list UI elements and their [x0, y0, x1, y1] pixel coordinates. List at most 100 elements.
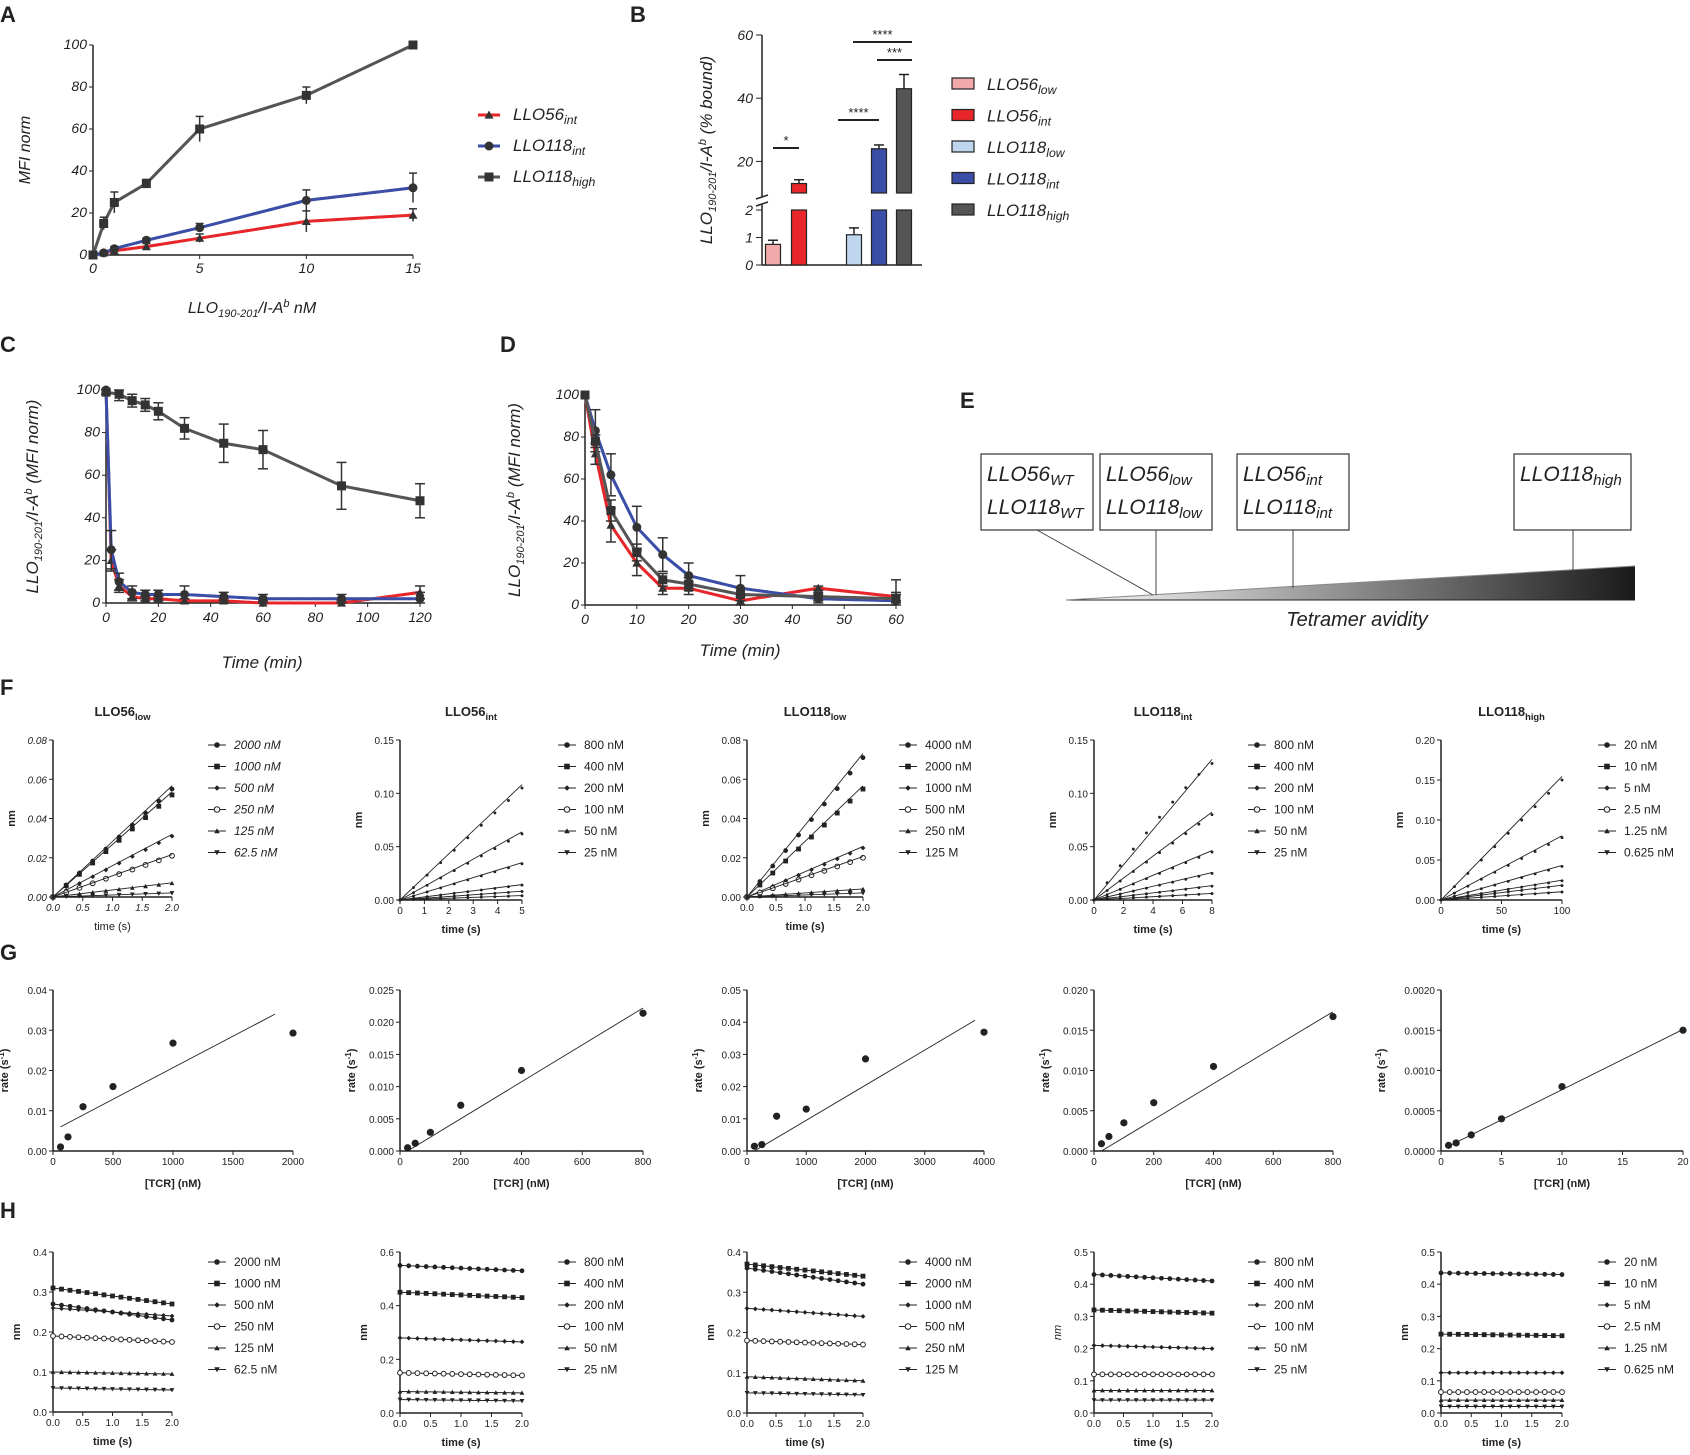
- data-point: [432, 1291, 438, 1297]
- legend-label: 1.25 nM: [1624, 824, 1667, 838]
- series-line-0: [92, 213, 414, 257]
- x-tick-label: 500: [105, 1157, 122, 1168]
- data-point: [114, 577, 124, 587]
- y-axis-title: nm: [1394, 812, 1406, 829]
- data-point: [1125, 1308, 1131, 1314]
- chart-title: LLO118high: [1478, 704, 1545, 722]
- y-axis-title-sup: -1: [1038, 1052, 1047, 1060]
- y-tick-label: 0.04: [722, 1018, 742, 1029]
- panel-g-chart-3: 0 200 400 600 800 0.000 0.005 0.010 0.015 0.020 [T…: [1038, 986, 1342, 1190]
- data-point: [826, 1340, 833, 1347]
- y-tick-label: 0: [745, 257, 753, 273]
- data-point: [658, 575, 668, 585]
- data-point: [1558, 1083, 1566, 1091]
- data-point: [1559, 1389, 1565, 1395]
- data-point: [1210, 762, 1214, 765]
- data-point: [802, 1273, 808, 1279]
- data-point: [639, 1009, 647, 1017]
- legend-marker: [214, 828, 220, 834]
- data-point: [169, 1317, 175, 1323]
- data-point: [1499, 1404, 1504, 1409]
- data-point: [794, 1391, 800, 1397]
- x-tick-label: 600: [1265, 1157, 1282, 1168]
- data-point: [1559, 1404, 1565, 1409]
- legend-label: 50 nM: [1274, 1341, 1307, 1355]
- data-point: [1466, 871, 1470, 875]
- data-point: [1455, 1331, 1461, 1337]
- y-tick-label: 0.4: [33, 1248, 47, 1259]
- panel-h-chart-2: 0.0 0.5 1.0 1.5 2.0 0.0 0.1 0.2 0.3 0.4 time (s) nm…: [705, 1248, 972, 1449]
- box-label-2-line2: LLO118int: [1243, 496, 1333, 522]
- y-axis-title: nm: [705, 1324, 717, 1341]
- legend-label: 250 nM: [925, 824, 965, 838]
- data-point: [843, 1341, 850, 1347]
- data-point: [1091, 1342, 1097, 1348]
- data-point: [813, 592, 823, 602]
- data-point: [810, 1310, 816, 1316]
- fit-line: [60, 1013, 276, 1128]
- y-tick-label: 60: [737, 27, 753, 43]
- y-tick-label: 0.020: [369, 1018, 394, 1029]
- legend-label-3-sub: int: [1046, 178, 1060, 192]
- y-tick-label: 0.3: [727, 1288, 741, 1299]
- data-point: [59, 1386, 64, 1391]
- data-point: [493, 1398, 499, 1404]
- y-tick-label: 40: [563, 512, 579, 528]
- y-tick-label: 0.10: [1069, 789, 1089, 800]
- data-point: [632, 522, 642, 532]
- y-axis-title: nm: [6, 810, 18, 827]
- x-tick-label: 5: [1499, 1157, 1505, 1168]
- data-point: [1209, 1371, 1215, 1378]
- y-tick-label: 0.6: [380, 1248, 394, 1259]
- panel-letter-f: F: [0, 675, 13, 700]
- legend-marker: [564, 828, 570, 834]
- fit-line: [1093, 872, 1213, 901]
- legend-label: 500 nM: [234, 1298, 274, 1312]
- fit-line: [1440, 884, 1563, 901]
- legend-label: 20 nM: [1624, 738, 1657, 752]
- data-point: [796, 846, 801, 852]
- y-axis-title-main: rate (s: [346, 1059, 358, 1092]
- data-point: [449, 1398, 455, 1403]
- fit-dashed-2: [583, 394, 897, 601]
- legend-marker: [214, 763, 220, 770]
- data-point: [337, 481, 346, 491]
- x-tick-label: 2: [1121, 906, 1127, 917]
- axis-break: [755, 201, 769, 207]
- legend-marker: [905, 1259, 911, 1265]
- data-point: [67, 1303, 73, 1309]
- data-point: [106, 545, 116, 555]
- x-axis-title: [TCR] (nM): [1534, 1178, 1591, 1190]
- fit-line: [1093, 811, 1213, 901]
- data-point: [1150, 1371, 1156, 1378]
- legend-swatch-4: [951, 203, 975, 216]
- legend-marker: [563, 1323, 571, 1330]
- bar-2: [845, 234, 863, 266]
- legend-label: 100 nM: [584, 1320, 624, 1334]
- data-point: [1150, 1275, 1156, 1281]
- x-tick-label: 50: [836, 611, 852, 627]
- data-point: [794, 1272, 800, 1278]
- x-axis-title: time (s): [441, 924, 480, 936]
- x-tick-label: 200: [452, 1157, 469, 1168]
- legend-marker: [905, 1367, 911, 1373]
- y-axis-title: rate (s-1): [0, 1048, 11, 1092]
- data-point: [1559, 1370, 1565, 1376]
- data-point: [101, 1370, 107, 1375]
- data-point: [1490, 1397, 1496, 1403]
- data-point: [860, 845, 866, 851]
- data-point: [835, 1278, 841, 1284]
- data-point: [484, 1371, 491, 1378]
- x-tick-label: 0.0: [1087, 1419, 1101, 1430]
- data-point: [161, 1316, 166, 1322]
- data-point: [406, 1389, 412, 1394]
- y-tick-label: 0.20: [1416, 736, 1436, 747]
- x-tick-label: 1.5: [485, 1419, 499, 1430]
- fit-line: [746, 846, 864, 898]
- data-point: [118, 1370, 124, 1376]
- data-point: [1175, 1388, 1181, 1393]
- y-tick-label: 0.2: [1074, 1345, 1088, 1356]
- data-point: [1559, 1397, 1565, 1403]
- data-point: [844, 1392, 849, 1397]
- legend-label: 400 nM: [1274, 1277, 1314, 1291]
